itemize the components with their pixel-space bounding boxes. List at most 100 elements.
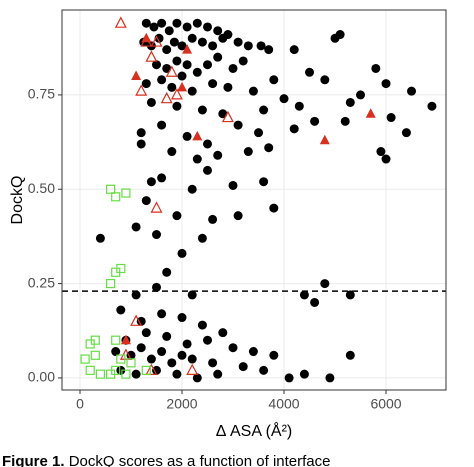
point [192, 154, 202, 164]
point [182, 44, 193, 54]
point [152, 230, 162, 240]
point [213, 52, 223, 62]
point [345, 290, 355, 300]
point [197, 233, 207, 243]
point [213, 26, 223, 36]
point [233, 211, 243, 221]
point [177, 81, 188, 92]
point [157, 309, 167, 319]
point [294, 101, 304, 111]
point [407, 86, 417, 96]
point [111, 267, 121, 277]
plot-panel [62, 10, 446, 390]
point [254, 128, 264, 138]
point [157, 347, 167, 357]
plot-border [61, 9, 447, 391]
point [187, 86, 197, 96]
point [259, 365, 269, 375]
point [381, 79, 391, 89]
point [213, 369, 223, 379]
point [172, 56, 182, 66]
point [218, 33, 228, 43]
point [310, 297, 320, 307]
point [177, 350, 187, 360]
point [228, 180, 238, 190]
point [157, 120, 167, 130]
point [299, 369, 309, 379]
point [208, 79, 218, 89]
point [203, 335, 213, 345]
point [140, 35, 153, 47]
y-tick-label: 0.75 [28, 86, 55, 102]
point [192, 373, 202, 383]
point [305, 67, 315, 77]
point [167, 358, 177, 368]
point [187, 33, 197, 43]
point [427, 101, 437, 111]
point [208, 358, 218, 368]
point [149, 22, 159, 32]
point [192, 18, 202, 28]
point [233, 37, 243, 47]
point [150, 35, 163, 47]
point [95, 233, 105, 243]
point [182, 131, 192, 141]
point [386, 113, 396, 123]
point [170, 88, 183, 100]
point [401, 128, 411, 138]
point [136, 316, 146, 326]
y-tick-label: 0.50 [28, 180, 55, 196]
x-tick-label: 0 [76, 396, 84, 412]
point [111, 192, 121, 202]
x-tick-label: 2000 [166, 396, 197, 412]
point [131, 70, 142, 81]
point [221, 110, 234, 123]
point [146, 177, 156, 187]
point [238, 56, 248, 66]
point [114, 16, 127, 28]
point [150, 201, 163, 213]
point [136, 139, 146, 149]
point [264, 45, 274, 55]
x-tick-label: 6000 [370, 396, 401, 412]
point [284, 373, 294, 383]
point [177, 41, 187, 51]
caption-label: Figure 1. [2, 453, 65, 467]
point [141, 365, 151, 375]
point [345, 97, 355, 107]
point [141, 79, 151, 89]
point [376, 147, 386, 157]
point [197, 320, 207, 330]
point [130, 314, 143, 326]
point [256, 41, 266, 51]
point [192, 67, 202, 77]
point [162, 45, 172, 55]
point [320, 75, 330, 85]
point [228, 63, 238, 73]
point [106, 184, 116, 194]
point [121, 188, 131, 198]
point [325, 373, 335, 383]
point [145, 50, 158, 62]
point [208, 214, 218, 224]
point [172, 18, 182, 28]
y-axis-title: DockQ [9, 176, 26, 225]
point [172, 101, 182, 111]
point [187, 184, 197, 194]
point [157, 75, 167, 85]
point [182, 339, 192, 349]
point [269, 203, 279, 213]
point [259, 105, 269, 115]
point [177, 313, 187, 323]
point [111, 347, 121, 357]
point [126, 358, 136, 368]
point [177, 71, 187, 81]
x-tick-label: 4000 [268, 396, 299, 412]
point [164, 26, 174, 36]
x-axis-title: Δ ASA (Å²) [216, 421, 292, 440]
point [238, 362, 248, 372]
point [264, 143, 274, 153]
point [187, 290, 197, 300]
